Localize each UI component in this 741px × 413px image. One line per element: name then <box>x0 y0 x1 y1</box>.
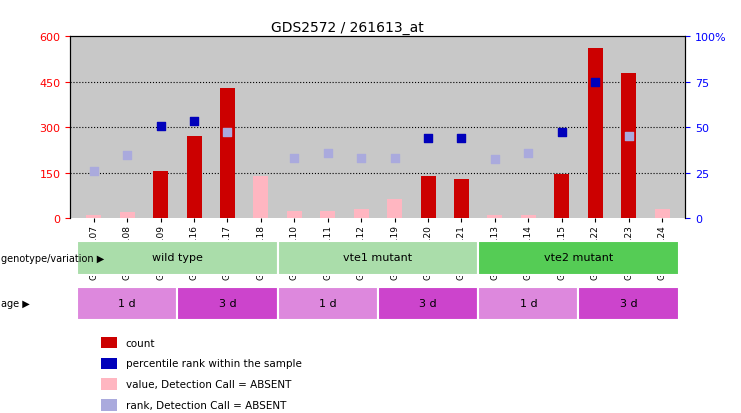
Bar <box>454 180 469 219</box>
Bar <box>554 175 569 219</box>
Text: age ▶: age ▶ <box>1 299 30 309</box>
Point <box>288 155 300 161</box>
Text: 1 d: 1 d <box>119 298 136 308</box>
Text: wild type: wild type <box>152 252 203 262</box>
Bar <box>220 89 235 219</box>
Point <box>322 150 333 157</box>
Point <box>355 155 367 161</box>
Bar <box>378 287 478 320</box>
Point <box>589 79 601 86</box>
Text: 3 d: 3 d <box>419 298 437 308</box>
Text: vte2 mutant: vte2 mutant <box>544 252 613 262</box>
Bar <box>101 399 116 411</box>
Point <box>155 123 167 130</box>
Bar <box>387 199 402 219</box>
Bar <box>77 241 278 275</box>
Bar <box>77 287 177 320</box>
Text: vte1 mutant: vte1 mutant <box>343 252 413 262</box>
Text: 3 d: 3 d <box>619 298 637 308</box>
Point <box>389 155 401 161</box>
Bar <box>187 137 202 219</box>
Bar <box>101 358 116 369</box>
Bar <box>478 241 679 275</box>
Text: 1 d: 1 d <box>519 298 537 308</box>
Bar <box>353 210 369 219</box>
Bar <box>588 49 602 219</box>
Point <box>456 135 468 142</box>
Point <box>422 135 434 142</box>
Bar <box>488 216 502 219</box>
Text: percentile rank within the sample: percentile rank within the sample <box>126 358 302 368</box>
Bar <box>101 378 116 390</box>
Text: 3 d: 3 d <box>219 298 236 308</box>
Point <box>188 119 200 125</box>
Point <box>489 157 501 163</box>
Point <box>122 152 133 159</box>
Bar <box>86 216 102 219</box>
Point <box>522 150 534 157</box>
Point <box>88 169 100 175</box>
Bar <box>421 176 436 219</box>
Bar <box>579 287 679 320</box>
Text: rank, Detection Call = ABSENT: rank, Detection Call = ABSENT <box>126 400 286 410</box>
Bar <box>120 213 135 219</box>
Point <box>556 129 568 136</box>
Title: GDS2572 / 261613_at: GDS2572 / 261613_at <box>270 21 424 35</box>
Text: genotype/variation ▶: genotype/variation ▶ <box>1 253 104 263</box>
Bar <box>287 211 302 219</box>
Bar <box>621 74 636 219</box>
Bar <box>177 287 278 320</box>
Bar <box>320 211 335 219</box>
Bar <box>278 287 378 320</box>
Bar <box>278 241 478 275</box>
Bar <box>153 172 168 219</box>
Text: value, Detection Call = ABSENT: value, Detection Call = ABSENT <box>126 379 291 389</box>
Text: count: count <box>126 338 156 348</box>
Bar <box>478 287 579 320</box>
Bar <box>521 216 536 219</box>
Bar <box>101 337 116 349</box>
Point <box>222 129 233 136</box>
Point <box>622 134 634 140</box>
Bar <box>253 176 268 219</box>
Bar <box>654 210 670 219</box>
Text: 1 d: 1 d <box>319 298 336 308</box>
